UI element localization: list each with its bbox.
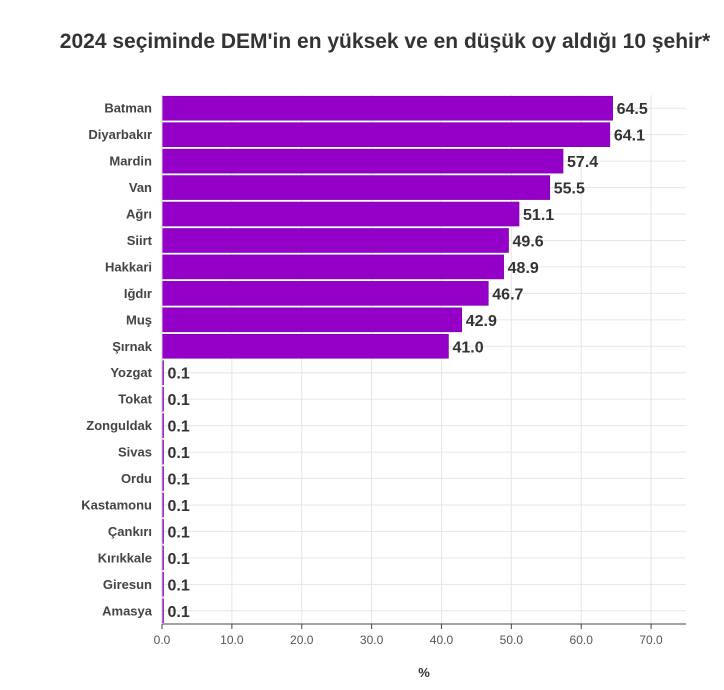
value-label: 0.1 [168,604,190,621]
value-label: 51.1 [523,207,554,224]
value-label: 0.1 [168,419,190,436]
category-label: Van [129,180,152,195]
x-axis: 0.0 10.0 20.0 30.0 40.0 50.0 60.0 70.0 [154,95,686,647]
bar[interactable] [161,95,613,121]
category-label: Mardin [109,154,152,169]
value-label: 0.1 [168,392,190,409]
category-label: Yozgat [110,365,152,380]
bar[interactable] [161,307,463,333]
category-label: Kırıkkale [98,550,152,565]
category-label: Amasya [102,603,153,618]
bar[interactable] [161,333,449,359]
x-axis-title: % [418,665,430,680]
value-label: 0.1 [168,366,190,383]
category-label: Ağrı [126,207,152,222]
value-label: 0.1 [168,472,190,489]
category-label: Zonguldak [86,418,152,433]
value-label: 64.1 [614,128,645,145]
category-label: Hakkari [105,259,152,274]
x-tick-label: 50.0 [500,633,524,647]
x-tick-label: 30.0 [360,633,384,647]
x-tick-label: 20.0 [290,633,314,647]
value-label: 57.4 [567,154,598,171]
category-label: Ordu [121,471,152,486]
value-labels: 64.5 64.1 57.4 55.551.1 49.6 48.9 46.7 42.9 41.0… [168,101,648,621]
bar[interactable] [161,201,520,227]
x-tick-label: 10.0 [220,633,244,647]
bar[interactable] [161,228,509,253]
grid-lines [162,95,686,624]
category-label: Iğdır [124,286,152,301]
value-label: 42.9 [466,313,497,330]
category-label: Şırnak [112,339,153,354]
value-label: 48.9 [508,260,539,277]
bar[interactable] [161,254,504,280]
value-label: 0.1 [168,551,190,568]
x-tick-label: 40.0 [430,633,454,647]
value-label: 64.5 [617,101,648,118]
category-label: Kastamonu [81,497,152,512]
value-label: 46.7 [492,286,523,303]
x-tick-label: 60.0 [570,633,594,647]
value-label: 0.1 [168,445,190,462]
value-label: 41.0 [452,339,483,356]
bars [161,95,613,624]
bar[interactable] [161,122,611,147]
bar[interactable] [161,281,489,306]
category-label: Muş [126,312,152,327]
x-tick-label: 0.0 [154,633,171,647]
value-label: 55.5 [554,181,585,198]
value-label: 0.1 [168,577,190,594]
value-label: 0.1 [168,498,190,515]
category-label: Batman [104,101,152,116]
value-label: 49.6 [513,233,544,250]
category-label: Tokat [118,392,152,407]
category-label: Diyarbakır [88,127,152,142]
bar[interactable] [161,148,564,174]
category-label: Giresun [103,577,152,592]
value-label: 0.1 [168,524,190,541]
x-tick-label: 70.0 [639,633,663,647]
category-labels: Batman Diyarbakır Mardin Van Ağrı Siirt Hakkar… [81,101,153,619]
category-label: Siirt [127,233,153,248]
category-label: Sivas [118,445,152,460]
chart-title: 2024 seçiminde DEM'in en yüksek ve en dü… [59,30,711,53]
category-label: Çankırı [108,524,152,539]
bar[interactable] [161,175,551,200]
